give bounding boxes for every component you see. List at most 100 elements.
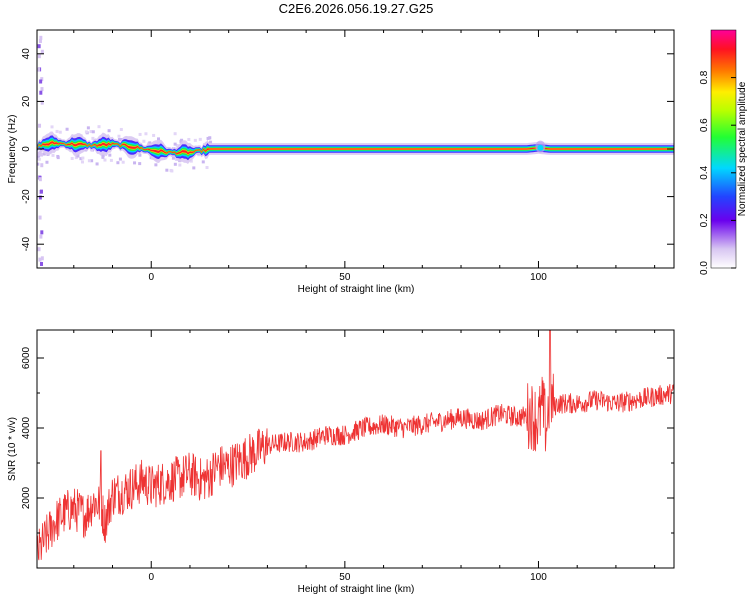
colorbar-tick-label: 0.4 [699,165,710,179]
spectrogram-y-axis-label: Frequency (Hz) [7,115,18,184]
spectrogram-speckle [45,160,49,164]
spectrogram-edge-noise [37,54,41,59]
spectrogram-x-tick-label: 100 [530,272,547,283]
spectrogram-speckle [118,138,122,142]
spectrogram-speckle [87,159,91,163]
spectrogram-edge-noise [38,215,42,220]
spectrogram-speckle [91,130,95,134]
spectrogram-speckle [208,136,212,140]
spectrogram-speckle [76,154,80,158]
spectrogram-ridge-band-4 [37,140,674,156]
spectrogram-y-tick-label: -20 [21,189,32,204]
spectrogram-y-tick-label: 40 [21,48,32,60]
spectrogram-edge-noise [40,261,44,266]
spectrogram-speckle [118,157,122,161]
spectrogram-speckle [119,127,123,131]
spectrogram-speckle [138,132,142,136]
spectrogram-speckle [201,160,205,164]
spectrogram-x-tick-label: 0 [148,272,154,283]
spectrogram-speckle [90,159,94,163]
colorbar-gradient [710,29,737,269]
spectrogram-edge-noise [38,177,42,182]
snr-y-axis-label: SNR (10 * v/v) [7,417,18,481]
spectrogram-edge-noise [40,230,44,235]
spectrogram-y-tick-label: 20 [21,95,32,107]
spectrogram-speckle [173,142,177,146]
spectrogram-edge-noise [39,79,43,84]
spectrogram-edge-noise [40,256,44,261]
spectrogram-speckle [206,136,210,140]
spectrogram-speckle [79,157,83,161]
spectrogram-speckle [86,126,90,130]
spectrogram-heatmap [37,35,674,266]
spectrogram-speckle [170,169,174,173]
spectrogram-speckle [108,153,112,157]
snr-frame [36,329,675,569]
spectrogram-edge-noise [38,195,42,200]
spectrogram-edge-noise [39,90,43,95]
spectrogram-speckle [117,134,121,138]
spectrogram-y-tick-label: 0 [21,146,32,152]
spectrogram-speckle [107,129,111,133]
spectrogram-speckle [95,162,99,166]
snr-x-tick-label: 50 [339,572,351,583]
spectrogram-edge-noise [40,49,44,54]
spectrogram-speckle [193,138,197,142]
snr-x-tick-label: 100 [530,572,547,583]
spectrogram-panel: 0 50 100 -40 -20 0 20 40 Height of straight lin… [7,29,675,295]
spectrogram-ridge-band-3 [37,139,674,157]
snr-background [37,330,674,568]
snr-x-tick-label: 0 [148,572,154,583]
spectrogram-edge-noise [39,152,43,157]
spectrogram-speckle [165,168,169,172]
colorbar-tick-label: 0.6 [699,118,710,132]
spectrogram-speckle [148,141,152,145]
spectrogram-edge-noise [38,39,42,44]
spectrogram-speckle [152,133,156,137]
spectrogram-speckle [51,153,55,157]
spectrogram-speckle [74,156,78,160]
spectrogram-speckle [89,130,93,134]
spectrogram-speckle [42,152,46,156]
spectrogram-speckle [116,161,120,165]
spectrogram-speckle [50,125,54,129]
snr-y-tick-label: 2000 [21,486,32,509]
spectrogram-speckle [101,155,105,159]
spectrogram-feature-100km-core [537,144,544,151]
spectrogram-speckle [81,156,85,160]
spectrogram-speckle [157,137,161,141]
spectrogram-edge-noise [38,257,42,262]
spectrogram-speckle [192,166,196,170]
snr-panel: 0 50 100 2000 4000 6000 Height of straight li… [7,329,675,595]
spectrogram-speckle [171,156,175,160]
spectrogram-speckle [180,138,184,142]
spectrogram-speckle [178,163,182,167]
spectrogram-edge-noise [38,123,42,128]
spectrogram-speckle [173,162,177,166]
colorbar-tick-label: 0.0 [699,261,710,275]
spectrogram-edge-noise [37,247,41,252]
spectrogram-speckle [56,154,60,158]
spectrogram-edge-noise [40,163,44,168]
spectrogram-speckle [80,160,84,164]
spectrogram-speckle [101,153,105,157]
spectrogram-speckle [187,137,191,141]
spectrogram-y-tick-label: -40 [21,237,32,252]
spectrogram-speckle [58,130,62,134]
spectrogram-speckle [198,137,202,141]
snr-y-tick-label: 4000 [21,416,32,439]
spectrogram-speckle [138,153,142,157]
spectrogram-speckle [154,163,158,167]
spectrogram-speckle [55,129,59,133]
spectrogram-edge-noise [39,234,43,239]
spectrogram-edge-noise [40,100,44,105]
spectrogram-speckle [144,132,148,136]
snr-series-line [37,330,674,561]
colorbar-tick-label: 0.2 [699,213,710,227]
colorbar-ticks: 0.0 0.2 0.4 0.6 0.8 [699,70,736,275]
spectrogram-x-axis-label: Height of straight line (km) [298,284,415,295]
snr-y-tick-label: 6000 [21,346,32,369]
spectrogram-speckle [205,166,209,170]
spectrogram-edge-noise [40,77,44,82]
